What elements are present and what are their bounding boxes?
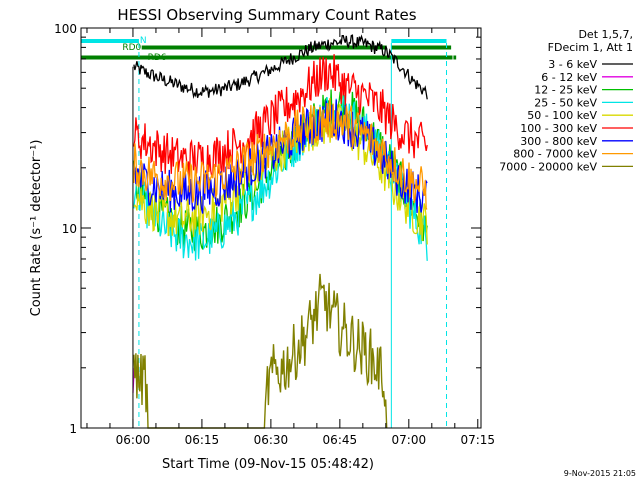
legend-label: 300 - 800 keV — [520, 135, 597, 148]
n-label: N — [140, 36, 147, 46]
series-line — [133, 97, 428, 210]
rd0-label: RD0 — [122, 43, 141, 53]
legend-label: 6 - 12 keV — [541, 71, 597, 84]
legend-label: 100 - 300 keV — [520, 122, 597, 135]
y-tick-label: 10 — [62, 222, 77, 236]
series-line — [133, 273, 388, 429]
rd6-label: RD6 — [148, 53, 167, 63]
series-line — [133, 54, 428, 180]
legend-label: 800 - 7000 keV — [513, 148, 597, 161]
x-axis-label: Start Time (09-Nov-15 05:48:42) — [162, 457, 374, 472]
x-tick-label: 07:15 — [460, 433, 495, 447]
legend-label: 3 - 6 keV — [548, 58, 597, 71]
x-tick-label: 06:00 — [116, 433, 151, 447]
legend-label: 12 - 25 keV — [534, 84, 597, 97]
footer-date: 9-Nov-2015 21:05 — [564, 469, 636, 478]
legend-label: 7000 - 20000 keV — [499, 160, 597, 173]
series-line — [133, 102, 428, 245]
y-tick-label: 100 — [54, 22, 77, 36]
legend-header-line-2: FDecim 1, Att 1 — [548, 41, 633, 54]
y-tick-label: 1 — [69, 422, 77, 436]
x-tick-label: 06:15 — [185, 433, 220, 447]
legend-label: 50 - 100 keV — [527, 109, 597, 122]
x-tick-label: 07:00 — [392, 433, 427, 447]
chart-title: HESSI Observing Summary Count Rates — [117, 6, 416, 24]
x-tick-label: 06:45 — [323, 433, 358, 447]
x-tick-label: 06:30 — [254, 433, 289, 447]
y-axis-label: Count Rate (s⁻¹ detector⁻¹) — [29, 140, 44, 317]
legend-header-line-1: Det 1,5,7, — [578, 28, 633, 41]
legend-label: 25 - 50 keV — [534, 96, 597, 109]
series-line — [133, 34, 428, 100]
